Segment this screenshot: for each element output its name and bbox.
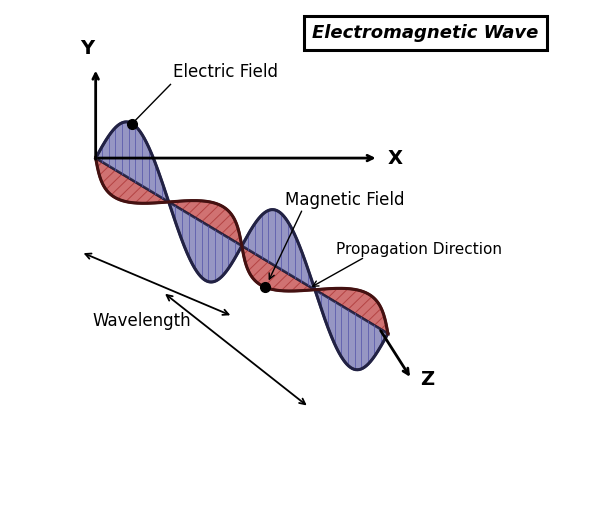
Polygon shape	[242, 209, 315, 290]
Text: X: X	[387, 148, 403, 167]
Polygon shape	[242, 246, 315, 291]
Text: Electromagnetic Wave: Electromagnetic Wave	[313, 24, 539, 41]
Text: Y: Y	[80, 39, 94, 58]
Text: Propagation Direction: Propagation Direction	[336, 242, 501, 257]
Polygon shape	[169, 202, 242, 282]
Polygon shape	[315, 290, 388, 370]
Text: Wavelength: Wavelength	[93, 312, 192, 330]
Polygon shape	[169, 201, 242, 246]
Polygon shape	[96, 122, 169, 202]
Text: Electric Field: Electric Field	[173, 62, 278, 80]
Text: Magnetic Field: Magnetic Field	[285, 190, 405, 208]
Polygon shape	[315, 288, 388, 333]
Text: Z: Z	[420, 370, 435, 389]
Polygon shape	[96, 158, 169, 203]
